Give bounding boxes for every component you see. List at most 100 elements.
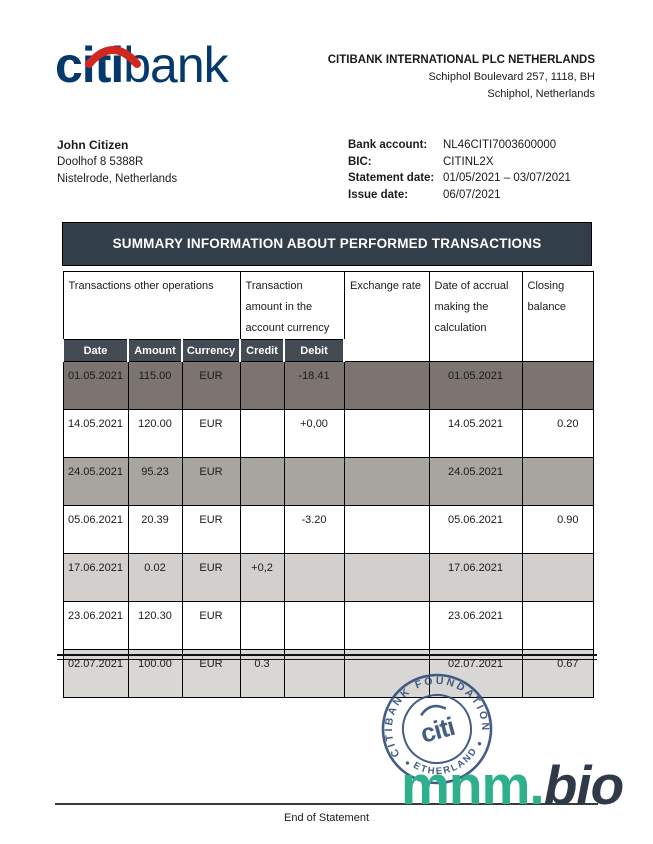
cell-date: 23.06.2021 [62, 601, 129, 650]
cell-currency: EUR [181, 361, 241, 410]
cell-currency: EUR [181, 505, 241, 554]
customer-block: John Citizen Doolhof 8 5388R Nistelrode,… [57, 137, 177, 188]
cell-exchange-rate [343, 457, 430, 506]
account-number-row: Bank account: NL46CITI7003600000 [348, 137, 571, 154]
subheader-credit: Credit [239, 339, 286, 362]
bic-value: CITINL2X [443, 155, 494, 168]
table-title-bar: SUMMARY INFORMATION ABOUT PERFORMED TRAN… [62, 222, 592, 266]
subheader-amount: Amount [127, 339, 183, 362]
stamp-citi-text: citi [417, 711, 457, 749]
bank-address-line2: Schiphol, Netherlands [487, 88, 595, 100]
cell-exchange-rate [343, 601, 430, 650]
cell-debit [283, 601, 345, 650]
customer-address-line2: Nistelrode, Netherlands [57, 173, 178, 185]
cell-date: 01.05.2021 [62, 361, 129, 410]
header-exchange-rate: Exchange rate [343, 271, 430, 362]
transactions-table: Transactions other operations Transactio… [62, 271, 594, 698]
cell-credit [239, 361, 285, 410]
cell-currency: EUR [181, 649, 241, 698]
cell-currency: EUR [181, 457, 241, 506]
cell-currency: EUR [181, 601, 241, 650]
issue-date-value: 06/07/2021 [443, 188, 501, 201]
cell-amount: 95.23 [127, 457, 183, 506]
customer-address-line1: Doolhof 8 5388R [57, 156, 144, 168]
statement-date-value: 01/05/2021 – 03/07/2021 [443, 172, 571, 184]
citibank-logo: citibank [53, 26, 283, 106]
cell-amount: 0.02 [127, 553, 183, 602]
footer-rule [55, 803, 598, 805]
cell-debit: +0,00 [283, 409, 345, 458]
customer-name: John Citizen [57, 138, 129, 152]
cell-date: 02.07.2021 [62, 649, 129, 698]
issue-date-row: Issue date: 06/07/2021 [348, 187, 571, 204]
bic-label: BIC: [348, 155, 372, 168]
cell-closing-balance [521, 553, 594, 602]
subheader-date: Date [62, 339, 129, 362]
cell-debit [283, 649, 345, 698]
cell-amount: 115.00 [127, 361, 183, 410]
table-row: 05.06.2021 20.39 EUR -3.20 05.06.2021 0.90 [62, 505, 594, 554]
cell-credit [239, 505, 285, 554]
cell-date: 14.05.2021 [62, 409, 129, 458]
bic-row: BIC: CITINL2X [348, 154, 571, 171]
table-row: 01.05.2021 115.00 EUR -18.41 01.05.2021 [62, 361, 594, 410]
table-row: 02.07.2021 100.00 EUR 0.3 02.07.2021 0.67 [62, 649, 594, 698]
cell-amount: 120.30 [127, 601, 183, 650]
table-row: 24.05.2021 95.23 EUR 24.05.2021 [62, 457, 594, 506]
group-header-row: Transactions other operations Transactio… [62, 271, 594, 362]
cell-closing-balance: 0.20 [521, 409, 594, 458]
cell-accrual-date: 17.06.2021 [428, 553, 523, 602]
cell-debit [283, 553, 345, 602]
cell-amount: 20.39 [127, 505, 183, 554]
subheader-currency: Currency [180, 339, 242, 362]
cell-exchange-rate [343, 649, 430, 698]
stamp-right-dot-icon [477, 741, 482, 746]
cell-currency: EUR [181, 409, 241, 458]
cell-closing-balance [521, 457, 594, 506]
header-accrual-date: Date of accrual making the calculation [428, 271, 523, 362]
cell-credit [239, 409, 285, 458]
cell-amount: 120.00 [127, 409, 183, 458]
cell-debit: -18.41 [283, 361, 345, 410]
double-rule-divider [57, 654, 597, 660]
cell-date: 05.06.2021 [62, 505, 129, 554]
cell-credit: +0,2 [239, 553, 285, 602]
cell-date: 24.05.2021 [62, 457, 129, 506]
sub-header-row: Date Amount Currency Credit Debit [62, 339, 593, 362]
statement-date-row: Statement date: 01/05/2021 – 03/07/2021 [348, 170, 571, 187]
cell-closing-balance: 0.67 [521, 649, 594, 698]
cell-closing-balance: 0.90 [521, 505, 594, 554]
bank-address-block: CITIBANK INTERNATIONAL PLC NETHERLANDS S… [328, 52, 595, 103]
cell-amount: 100.00 [127, 649, 183, 698]
header-transactions-other-operations: Transactions other operations [62, 271, 241, 340]
watermark-green-text: mnm. [401, 754, 545, 816]
transactions-section: SUMMARY INFORMATION ABOUT PERFORMED TRAN… [62, 222, 594, 698]
bank-name: CITIBANK INTERNATIONAL PLC NETHERLANDS [327, 54, 595, 66]
cell-exchange-rate [343, 505, 430, 554]
header-transaction-amount: Transaction amount in the account curren… [239, 271, 345, 340]
table-row: 14.05.2021 120.00 EUR +0,00 14.05.2021 0.20 [62, 409, 594, 458]
cell-currency: EUR [181, 553, 241, 602]
subheader-debit: Debit [283, 339, 346, 362]
cell-accrual-date: 23.06.2021 [428, 601, 523, 650]
cell-closing-balance [521, 601, 594, 650]
citi-red-arc-icon [85, 46, 141, 68]
bank-address-line1: Schiphol Boulevard 257, 1118, BH [428, 71, 595, 83]
table-row: 23.06.2021 120.30 EUR 23.06.2021 [62, 601, 594, 650]
cell-closing-balance [521, 361, 594, 410]
cell-debit: -3.20 [283, 505, 345, 554]
end-of-statement-text: End of Statement [284, 812, 369, 824]
issue-date-label: Issue date: [348, 188, 409, 201]
cell-accrual-date: 05.06.2021 [428, 505, 523, 554]
cell-credit [239, 457, 285, 506]
account-number-value: NL46CITI7003600000 [443, 139, 557, 151]
cell-accrual-date: 24.05.2021 [428, 457, 523, 506]
cell-credit: 0.3 [239, 649, 285, 698]
mnm-bio-watermark: mnm.bio [401, 758, 624, 813]
account-number-label: Bank account: [348, 139, 428, 151]
cell-date: 17.06.2021 [62, 553, 129, 602]
stamp-citi-arc-icon [420, 704, 447, 716]
cell-accrual-date: 01.05.2021 [428, 361, 523, 410]
transactions-tbody: 01.05.2021 115.00 EUR -18.41 01.05.2021 14.05… [62, 361, 594, 698]
